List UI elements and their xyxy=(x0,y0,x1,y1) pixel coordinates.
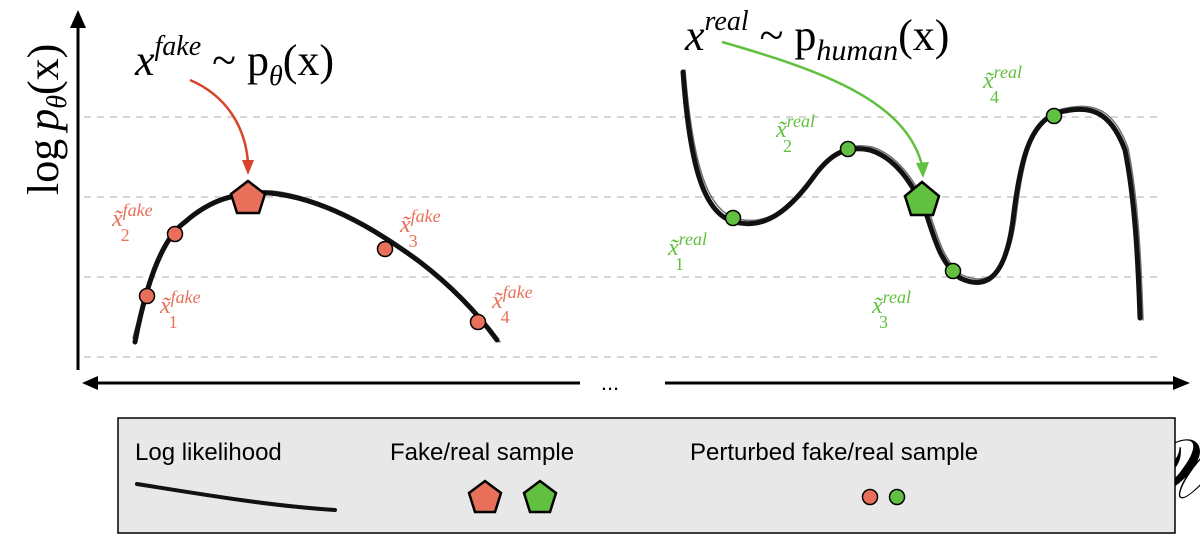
legend-real-pentagon-icon xyxy=(522,479,558,514)
real-title-text: xreal ~ phuman(x) xyxy=(684,6,949,67)
label-part: fake xyxy=(503,282,533,302)
fake-title-sub: θ xyxy=(269,61,283,92)
fake-perturbed-point-3 xyxy=(376,240,394,258)
label-part: 2 xyxy=(121,225,130,245)
fake-likelihood-curve xyxy=(132,189,501,345)
y-label-arg: (x) xyxy=(19,44,68,95)
real-perturbed-point-4 xyxy=(1045,107,1063,125)
fake-arrow xyxy=(189,78,250,163)
x-axis-left-arrow-icon xyxy=(82,376,98,390)
real-perturbed-point-2 xyxy=(839,140,857,158)
real-point-labels: x̃real 1 x̃real 2 x̃real 3 x̃real 4 xyxy=(667,62,1022,332)
real-sample-pentagon xyxy=(903,180,941,217)
label-part: x̃ xyxy=(491,288,504,314)
real-title-sub: human xyxy=(816,34,898,67)
label-part: real xyxy=(679,229,707,249)
legend-real-dot-icon xyxy=(888,488,906,506)
label-part: real xyxy=(883,287,911,307)
real-title-arg: (x) xyxy=(898,11,949,60)
real-point-label-1: x̃real 1 xyxy=(667,229,707,274)
real-title-sup: real xyxy=(705,6,749,37)
fake-title: xfake ~ pθ(x) xyxy=(134,31,334,175)
fake-samples xyxy=(138,179,487,331)
y-axis-arrow-icon xyxy=(70,10,86,28)
y-label-p: p xyxy=(19,109,68,134)
real-point-label-3: x̃real 3 xyxy=(871,287,911,332)
legend-fake-pentagon-icon xyxy=(467,479,503,514)
label-part: x̃ xyxy=(871,293,884,319)
label-part: 4 xyxy=(501,307,510,327)
gridlines xyxy=(84,116,1162,358)
label-part: real xyxy=(787,111,815,131)
real-curve-sketch xyxy=(684,69,1144,321)
label-part: real xyxy=(994,62,1022,82)
real-samples xyxy=(724,107,1063,280)
real-curve-path xyxy=(680,69,1143,321)
y-axis-label: log pθ(x) xyxy=(19,44,73,195)
label-part: 1 xyxy=(675,254,684,274)
label-part: 1 xyxy=(169,312,178,332)
fake-sample-pentagon xyxy=(229,179,267,215)
legend: Log likelihood Fake/real sample Perturbe… xyxy=(117,417,1176,534)
label-part: 3 xyxy=(409,231,418,251)
fake-title-rest: ~ p xyxy=(201,36,269,85)
fake-point-label-4: x̃fake 4 xyxy=(491,282,533,327)
legend-fake-dot-icon xyxy=(861,488,879,506)
legend-sample-label: Fake/real sample xyxy=(390,439,574,466)
label-part: x̃ xyxy=(982,68,995,94)
fake-point-label-3: x̃fake 3 xyxy=(399,206,441,251)
y-label-log: log xyxy=(19,139,68,195)
fake-title-sup: fake xyxy=(155,31,202,62)
legend-log-likelihood-label: Log likelihood xyxy=(135,439,282,466)
fake-title-text: xfake ~ pθ(x) xyxy=(134,31,334,92)
fake-point-label-1: x̃fake 1 xyxy=(159,287,201,332)
fake-title-base: x xyxy=(134,36,155,85)
real-point-label-2: x̃real 2 xyxy=(775,111,815,156)
fake-point-labels: x̃fake 1 x̃fake 2 x̃fake 3 x̃fake 4 xyxy=(111,200,533,332)
fake-point-label-2: x̃fake 2 xyxy=(111,200,153,245)
real-point-label-4: x̃real 4 xyxy=(982,62,1022,107)
x-axis-ellipsis: ... xyxy=(601,370,619,395)
label-part: x̃ xyxy=(667,235,680,261)
fake-arrow-head-icon xyxy=(242,160,254,175)
legend-box xyxy=(117,417,1176,534)
y-label-sub: θ xyxy=(42,95,73,109)
label-part: x̃ xyxy=(399,212,412,238)
label-part: x̃ xyxy=(111,206,124,232)
fake-perturbed-point-2 xyxy=(166,225,184,243)
fake-curve-sketch xyxy=(132,189,501,343)
y-axis: log pθ(x) xyxy=(19,10,86,370)
real-likelihood-curve xyxy=(680,69,1144,321)
legend-perturbed-label: Perturbed fake/real sample xyxy=(690,439,978,466)
label-part: fake xyxy=(411,206,441,226)
label-part: x̃ xyxy=(159,293,172,319)
real-arrow xyxy=(721,40,924,166)
real-title-rest: ~ p xyxy=(749,11,817,60)
real-title-base: x xyxy=(684,11,705,60)
real-perturbed-point-1 xyxy=(724,209,742,227)
fake-title-arg: (x) xyxy=(283,36,334,85)
fake-perturbed-point-1 xyxy=(138,287,156,305)
real-arrow-head-icon xyxy=(916,162,929,178)
fake-curve-path xyxy=(132,190,500,345)
label-part: x̃ xyxy=(775,117,788,143)
label-part: 4 xyxy=(990,87,999,107)
label-part: fake xyxy=(123,200,153,220)
real-perturbed-point-3 xyxy=(944,262,962,280)
legend-curve-swatch xyxy=(135,482,337,512)
label-part: 2 xyxy=(783,136,792,156)
fake-perturbed-point-4 xyxy=(469,313,487,331)
label-part: fake xyxy=(171,287,201,307)
real-title: xreal ~ phuman(x) xyxy=(684,6,949,178)
x-axis-right-arrow-icon xyxy=(1173,376,1190,390)
label-part: 3 xyxy=(879,312,888,332)
